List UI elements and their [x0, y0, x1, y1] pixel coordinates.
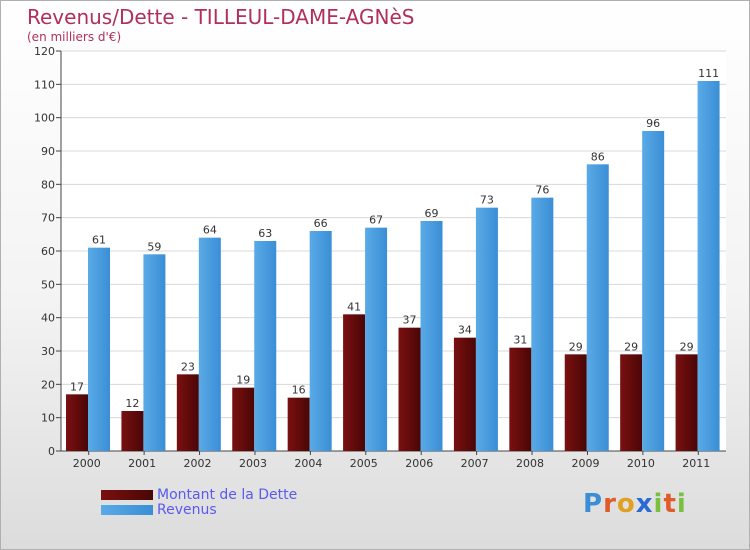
y-tick-label: 90 — [41, 145, 55, 158]
y-tick-label: 70 — [41, 212, 55, 225]
bar-revenus — [531, 197, 554, 451]
logo-letter: r — [603, 489, 617, 519]
bar-dette — [121, 411, 144, 451]
data-label: 61 — [92, 234, 106, 247]
data-label: 34 — [458, 324, 472, 337]
data-label: 29 — [624, 340, 638, 353]
bar-revenus — [254, 241, 277, 451]
data-label: 111 — [698, 67, 719, 80]
logo-letter: i — [653, 489, 664, 519]
y-tick-label: 50 — [41, 278, 55, 291]
bar-revenus — [697, 81, 720, 451]
x-tick-label: 2008 — [516, 457, 544, 470]
bar-revenus — [642, 131, 665, 451]
legend-swatch-dette — [101, 489, 153, 500]
legend-label-dette: Montant de la Dette — [157, 486, 298, 503]
bar-dette — [176, 374, 199, 451]
legend-item-revenus: Revenus — [101, 501, 297, 518]
data-label: 73 — [480, 194, 494, 207]
bar-dette — [620, 354, 643, 451]
x-tick-label: 2009 — [571, 457, 599, 470]
data-label: 16 — [292, 384, 306, 397]
bar-revenus — [143, 254, 166, 451]
bar-revenus — [420, 221, 443, 451]
data-label: 66 — [314, 217, 328, 230]
data-label: 41 — [347, 300, 361, 313]
y-tick-label: 100 — [34, 112, 55, 125]
data-label: 23 — [181, 360, 195, 373]
data-label: 31 — [513, 334, 527, 347]
data-label: 37 — [403, 314, 417, 327]
bar-dette — [453, 337, 476, 451]
bar-dette — [66, 394, 88, 451]
chart-title: Revenus/Dette - TILLEUL-DAME-AGNèS — [27, 5, 415, 29]
bar-dette — [509, 347, 532, 451]
data-label: 29 — [569, 340, 583, 353]
bar-dette — [343, 314, 366, 451]
y-tick-label: 0 — [48, 445, 55, 458]
legend-item-dette: Montant de la Dette — [101, 486, 298, 503]
data-label: 96 — [646, 117, 660, 130]
bar-revenus — [198, 237, 221, 451]
data-label: 63 — [258, 227, 272, 240]
y-tick-label: 40 — [41, 312, 55, 325]
logo-letter: x — [635, 489, 654, 519]
data-label: 64 — [203, 224, 217, 237]
x-tick-label: 2006 — [405, 457, 433, 470]
data-label: 67 — [369, 214, 383, 227]
bar-dette — [287, 397, 310, 451]
logo-letter: P — [583, 489, 604, 519]
bar-dette — [398, 327, 421, 451]
data-label: 17 — [70, 380, 84, 393]
x-tick-label: 2007 — [461, 457, 489, 470]
data-label: 29 — [680, 340, 694, 353]
bar-dette — [232, 387, 255, 451]
x-tick-label: 2002 — [184, 457, 212, 470]
x-tick-label: 2010 — [627, 457, 655, 470]
y-tick-label: 10 — [41, 412, 55, 425]
legend: Montant de la Dette Revenus — [101, 486, 298, 518]
bar-dette — [564, 354, 587, 451]
logo-letter: o — [616, 489, 636, 519]
y-tick-label: 60 — [41, 245, 55, 258]
data-label: 76 — [535, 184, 549, 197]
bar-revenus — [586, 164, 609, 452]
y-tick-label: 110 — [34, 78, 55, 91]
legend-label-revenus: Revenus — [157, 501, 217, 518]
data-label: 69 — [425, 207, 439, 220]
data-label: 86 — [591, 150, 605, 163]
chart-subtitle: (en milliers d'€) — [27, 30, 122, 44]
y-tick-label: 120 — [34, 45, 55, 58]
data-label: 59 — [147, 240, 161, 253]
x-tick-label: 2001 — [128, 457, 156, 470]
y-tick-label: 20 — [41, 378, 55, 391]
logo-letter: t — [663, 489, 677, 519]
x-tick-label: 2004 — [294, 457, 322, 470]
bar-revenus — [309, 231, 332, 451]
x-tick-label: 2000 — [73, 457, 101, 470]
x-tick-label: 2005 — [350, 457, 378, 470]
data-label: 12 — [125, 397, 139, 410]
legend-swatch-revenus — [101, 504, 153, 515]
bar-revenus — [475, 207, 498, 451]
bar-dette — [675, 354, 698, 451]
logo-letter: i — [676, 489, 687, 519]
x-tick-label: 2003 — [239, 457, 267, 470]
x-tick-label: 2011 — [682, 457, 710, 470]
proxiti-logo: Proxiti — [583, 489, 687, 519]
y-tick-label: 30 — [41, 345, 55, 358]
data-label: 19 — [236, 374, 250, 387]
y-tick-label: 80 — [41, 178, 55, 191]
bar-revenus — [88, 247, 110, 451]
bar-revenus — [365, 227, 388, 451]
